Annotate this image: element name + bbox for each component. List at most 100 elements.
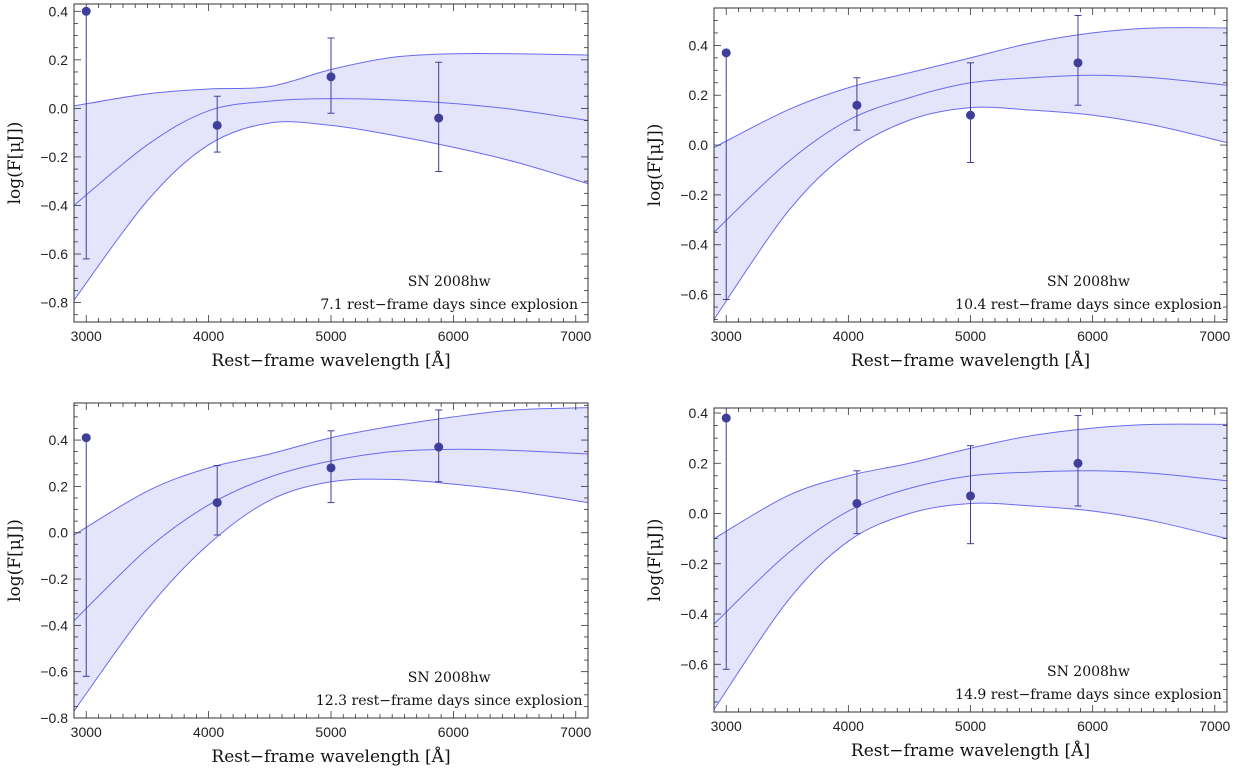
- y-tick-label: 0.2: [49, 52, 69, 68]
- panel-1: 3000 4000 5000 6000 7000 −0.8 −0.6 −0.4 −0.2 0.0 0…: [5, 3, 592, 371]
- x-tick-label: 5000: [315, 328, 346, 344]
- y-tick-label: −0.8: [40, 295, 68, 311]
- data-point: [966, 445, 975, 545]
- data-point: [966, 62, 975, 164]
- data-point: [81, 433, 91, 677]
- epoch-label: 14.9 rest−frame days since explosion: [955, 687, 1222, 703]
- data-point: [721, 48, 731, 301]
- data-marker: [966, 491, 975, 501]
- x-axis-label: Rest−frame wavelength [Å]: [851, 740, 1090, 761]
- data-marker: [434, 113, 444, 123]
- y-tick-label: −0.2: [680, 556, 708, 572]
- model-group: [714, 27, 1227, 320]
- model-lower-curve: [714, 502, 1227, 710]
- data-marker: [721, 413, 731, 423]
- data-point: [434, 409, 444, 483]
- data-marker: [212, 120, 222, 130]
- x-tick-label: 5000: [955, 718, 986, 734]
- x-tick-label: 6000: [438, 724, 469, 740]
- model-lower-curve: [714, 106, 1227, 320]
- x-tick-label: 4000: [193, 724, 224, 740]
- data-point: [852, 470, 862, 535]
- data-point: [81, 6, 91, 260]
- x-tick-label: 7000: [560, 724, 591, 740]
- x-axis-label: Rest−frame wavelength [Å]: [211, 350, 450, 371]
- y-tick-label: 0.0: [689, 506, 709, 522]
- x-tick-label: 5000: [955, 328, 986, 344]
- data-marker: [721, 48, 731, 58]
- model-lower-curve: [74, 478, 588, 712]
- x-tick-label: 6000: [1077, 718, 1108, 734]
- y-tick-label: −0.6: [40, 246, 68, 262]
- data-point: [852, 77, 862, 131]
- y-tick-label: 0.2: [49, 478, 69, 494]
- supernova-name-label: SN 2008hw: [1047, 274, 1130, 290]
- panel-3: 3000 4000 5000 6000 7000 −0.8 −0.6 −0.4 −0.2 0.0 0…: [5, 402, 592, 767]
- y-tick-label: −0.6: [40, 664, 68, 680]
- data-marker: [326, 463, 336, 473]
- data-marker: [1073, 458, 1083, 468]
- y-tick-label: 0.4: [49, 432, 69, 448]
- y-axis-label: log(F[μJ]): [5, 519, 25, 602]
- model-best-fit-curve: [714, 470, 1227, 625]
- x-tick-label: 7000: [1199, 328, 1230, 344]
- x-tick-label: 3000: [71, 724, 102, 740]
- model-uncertainty-band: [714, 27, 1227, 320]
- panel-2: 3000 4000 5000 6000 7000 −0.6 −0.4 −0.2 0.0 0.2 0.…: [645, 7, 1231, 371]
- y-tick-label: −0.4: [40, 197, 68, 213]
- data-point: [326, 37, 336, 114]
- y-axis-label: log(F[μJ]): [645, 519, 665, 602]
- supernova-name-label: SN 2008hw: [408, 274, 491, 290]
- supernova-name-label: SN 2008hw: [408, 670, 491, 686]
- supernova-name-label: SN 2008hw: [1047, 664, 1130, 680]
- model-uncertainty-band: [74, 407, 588, 712]
- y-tick-label: 0.2: [689, 455, 709, 471]
- y-tick-label: −0.6: [680, 656, 708, 672]
- x-tick-label: 5000: [315, 724, 346, 740]
- y-tick-label: −0.4: [40, 617, 68, 633]
- x-axis-label: Rest−frame wavelength [Å]: [851, 350, 1090, 371]
- y-tick-label: −0.2: [680, 187, 708, 203]
- model-uncertainty-band: [714, 424, 1227, 710]
- data-marker: [966, 110, 975, 120]
- data-marker: [1073, 58, 1083, 68]
- x-tick-label: 7000: [560, 328, 591, 344]
- data-point: [434, 61, 444, 172]
- data-point: [1073, 14, 1083, 106]
- x-axis-label: Rest−frame wavelength [Å]: [211, 746, 450, 767]
- model-best-fit-curve: [74, 448, 588, 622]
- y-tick-label: 0.2: [689, 87, 709, 103]
- x-tick-label: 4000: [833, 328, 864, 344]
- y-tick-label: −0.2: [40, 571, 68, 587]
- y-tick-label: −0.2: [40, 149, 68, 165]
- data-point: [326, 430, 336, 504]
- model-best-fit-curve: [714, 74, 1227, 233]
- data-marker: [81, 6, 91, 16]
- y-tick-label: 0.4: [689, 405, 709, 421]
- y-tick-label: 0.0: [49, 100, 69, 116]
- y-axis-label: log(F[μJ]): [645, 124, 665, 207]
- y-tick-label: 0.0: [49, 525, 69, 541]
- data-marker: [852, 100, 862, 110]
- data-point: [212, 95, 222, 153]
- y-tick-label: 0.4: [49, 3, 69, 19]
- data-marker: [852, 498, 862, 508]
- y-tick-label: −0.8: [40, 710, 68, 726]
- epoch-label: 7.1 rest−frame days since explosion: [320, 297, 578, 313]
- y-tick-label: 0.4: [689, 37, 709, 53]
- data-point: [212, 465, 222, 536]
- model-lower-curve: [74, 121, 588, 301]
- data-marker: [434, 442, 444, 452]
- y-tick-label: −0.6: [680, 287, 708, 303]
- data-marker: [81, 433, 91, 443]
- data-marker: [326, 72, 336, 82]
- x-tick-label: 4000: [833, 718, 864, 734]
- epoch-label: 10.4 rest−frame days since explosion: [955, 297, 1222, 313]
- data-point: [1073, 415, 1083, 507]
- x-tick-label: 4000: [193, 328, 224, 344]
- model-upper-curve: [714, 27, 1227, 149]
- epoch-label: 12.3 rest−frame days since explosion: [316, 693, 583, 709]
- x-tick-label: 3000: [711, 328, 742, 344]
- x-tick-label: 7000: [1199, 718, 1230, 734]
